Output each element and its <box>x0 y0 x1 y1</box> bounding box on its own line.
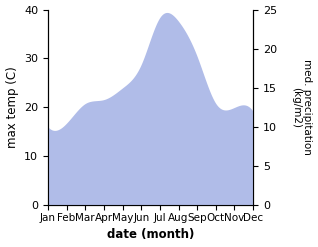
Y-axis label: med. precipitation
(kg/m2): med. precipitation (kg/m2) <box>291 60 313 155</box>
X-axis label: date (month): date (month) <box>107 228 194 242</box>
Y-axis label: max temp (C): max temp (C) <box>5 66 18 148</box>
